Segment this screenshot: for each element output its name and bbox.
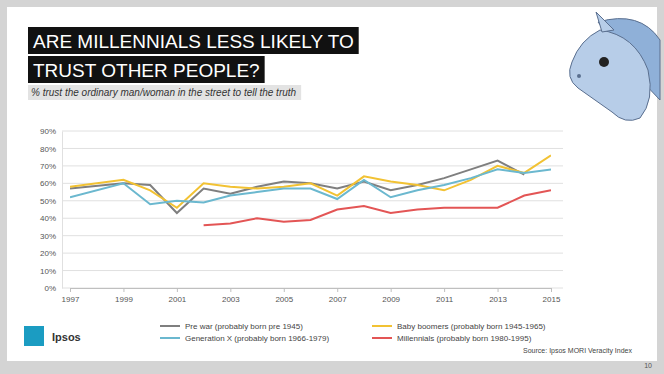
legend-swatch [160,337,180,339]
y-tick-label: 60% [40,179,56,188]
x-tick-label: 2003 [222,295,240,304]
x-tick: 2005 [275,288,293,304]
series-line [70,169,551,204]
y-tick: 80% [40,145,62,154]
page-number: 10 [644,362,652,369]
x-axis: 1997 1999 2001 2003 2005 2007 2009 2011 2013 2015 [62,288,561,304]
x-tick-mark [177,288,178,292]
y-tick-label: 20% [40,249,56,258]
grid [62,131,563,288]
x-tick-mark [498,288,499,292]
grid-line [62,253,563,254]
x-tick: 1999 [115,288,133,304]
x-tick: 2013 [489,288,507,304]
grid-line [62,148,563,149]
y-tick: 50% [40,197,62,206]
title-text: TRUST OTHER PEOPLE? [33,60,260,81]
x-tick-mark [230,288,231,292]
x-tick: 1997 [62,288,80,304]
x-tick: 2011 [436,288,454,304]
slide-background [7,7,657,361]
x-tick-label: 2001 [168,295,186,304]
x-tick-mark [444,288,445,292]
x-tick: 2003 [222,288,240,304]
x-axis-line [71,289,552,293]
y-tick: 30% [40,232,62,241]
y-tick-label: 70% [40,162,56,171]
x-tick-mark [123,288,124,292]
legend-label: Generation X (probably born 1966-1979) [185,334,329,343]
x-tick-mark [391,288,392,292]
series-line [70,161,524,213]
legend-label: Millennials (probably born 1980-1995) [397,334,532,343]
x-tick-mark [551,288,552,292]
plot-lines [70,155,551,225]
y-tick-label: 40% [40,214,56,223]
source: Source: Ipsos MORI Veracity Index [523,347,632,355]
title-box [28,56,265,83]
x-tick-mark [337,288,338,292]
y-tick: 10% [40,267,62,276]
x-tick-label: 2013 [489,295,507,304]
y-axis: 0% 10% 20% 30% 40% 50% 60% 70% 80% 90% [40,127,63,293]
x-tick-label: 2015 [543,295,561,304]
subtitle-box [28,85,301,100]
logo-text: Ipsos [52,331,81,343]
x-tick-mark [284,288,285,292]
x-tick-label: 2007 [329,295,347,304]
x-tick: 2009 [382,288,400,304]
slide: ARE MILLENNIALS LESS LIKELY TO TRUST OTHE… [0,0,664,374]
legend-label: Baby boomers (probably born 1945-1965) [397,322,546,331]
grid-line [62,235,563,236]
y-tick: 40% [40,214,62,223]
legend-label: Pre war (probably born pre 1945) [185,322,303,331]
y-tick-label: 80% [40,145,56,154]
grid-line [62,131,563,132]
y-tick: 70% [40,162,62,171]
x-tick-label: 1999 [115,295,133,304]
x-tick: 2007 [329,288,347,304]
y-tick: 20% [40,249,62,258]
y-axis-line [62,132,63,289]
y-tick-label: 50% [40,197,56,206]
series-line [70,155,551,207]
frame [0,0,664,374]
legend-swatch [372,325,392,327]
legend-swatch [372,337,392,339]
y-tick-label: 90% [40,127,56,136]
y-tick: 0% [44,284,62,293]
x-tick-label: 2011 [436,295,454,304]
x-tick-label: 2009 [382,295,400,304]
y-tick: 90% [40,127,62,136]
y-tick-label: 0% [44,284,56,293]
horse-head [570,30,651,120]
horse-eye [599,57,609,67]
x-tick-label: 1997 [62,295,80,304]
horse-icon [570,12,660,120]
grid-line [62,165,563,166]
y-tick-label: 30% [40,232,56,241]
logo-mark [24,326,44,346]
x-tick-label: 2005 [275,295,293,304]
grid-line [62,200,563,201]
x-tick: 2015 [543,288,561,304]
x-tick: 2001 [168,288,186,304]
legend-swatch [160,325,180,327]
horse-nostril [577,74,581,78]
y-tick-label: 10% [40,267,56,276]
series-line [204,190,551,225]
grid-line [62,270,563,271]
subtitle: % trust the ordinary man/woman in the st… [31,87,297,98]
y-tick: 60% [40,179,62,188]
title-box [28,27,359,54]
horse-ear [596,12,614,32]
legend: Pre war (probably born pre 1945) Baby boo… [160,322,546,343]
title-text: ARE MILLENNIALS LESS LIKELY TO [33,31,354,52]
x-tick-mark [70,288,71,292]
title: ARE MILLENNIALS LESS LIKELY TO TRUST OTHE… [28,27,359,83]
